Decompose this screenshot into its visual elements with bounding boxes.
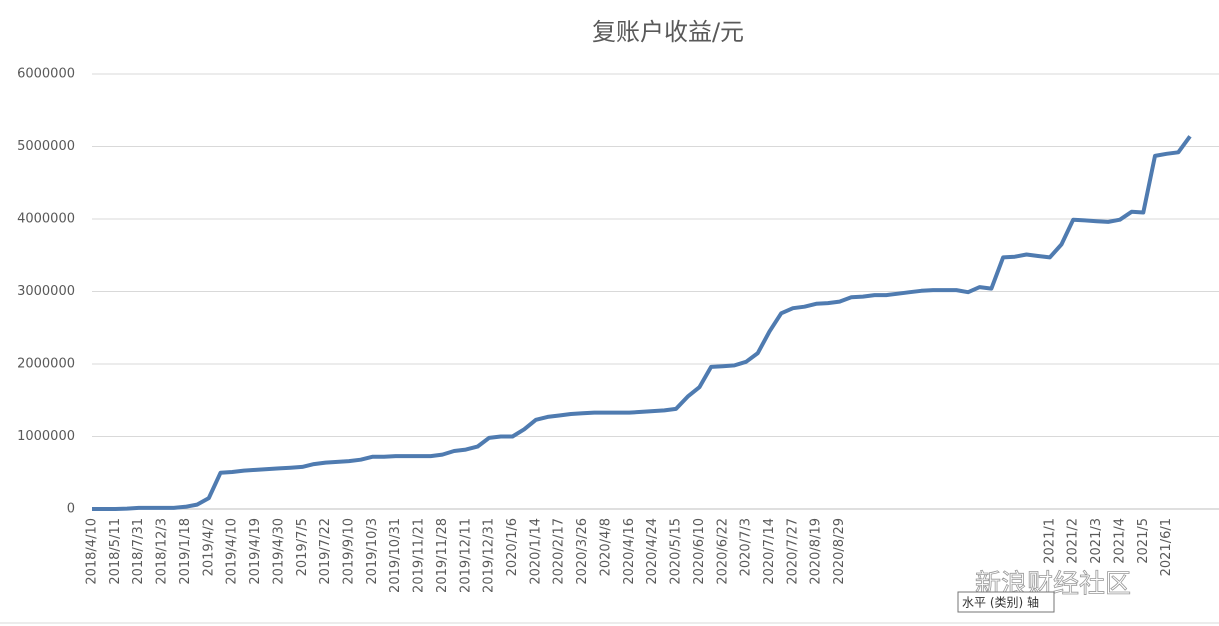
x-tick-label: 2019/4/2 (201, 518, 216, 576)
x-tick-label: 2019/11/21 (412, 518, 427, 593)
x-tick-label: 2021/4 (1112, 518, 1127, 564)
x-tick-label: 2020/8/29 (832, 518, 847, 585)
x-tick-label: 2019/12/11 (458, 518, 473, 593)
data-line (92, 135, 1192, 511)
x-tick-label: 2020/7/3 (739, 518, 754, 576)
x-tick-label: 2018/7/31 (131, 518, 146, 585)
x-tick-label: 2018/4/10 (85, 518, 100, 585)
x-tick-label: 2020/1/6 (505, 518, 520, 576)
axis-tooltip: 水平 (类别) 轴 (962, 595, 1039, 610)
x-tick-label: 2021/5 (1136, 518, 1151, 564)
x-tick-label: 2020/5/15 (669, 518, 684, 585)
x-tick-label: 2020/6/22 (715, 518, 730, 585)
x-tick-label: 2020/3/26 (575, 518, 590, 585)
x-tick-label: 2019/4/10 (225, 518, 240, 585)
y-tick-label: 6000000 (17, 67, 75, 82)
y-tick-label: 5000000 (17, 139, 75, 154)
x-tick-label: 2019/10/31 (388, 518, 403, 593)
x-tick-label: 2018/12/3 (155, 518, 170, 585)
x-tick-label: 2019/4/19 (248, 518, 263, 585)
y-tick-label: 2000000 (17, 357, 75, 372)
x-tick-label: 2020/7/14 (762, 518, 777, 585)
x-tick-label: 2019/4/30 (271, 518, 286, 585)
y-tick-label: 4000000 (17, 212, 75, 227)
y-tick-label: 0 (67, 502, 75, 517)
x-tick-label: 2019/10/3 (365, 518, 380, 585)
x-tick-label: 2020/8/19 (809, 518, 824, 585)
x-tick-label: 2020/1/14 (528, 518, 543, 585)
x-tick-label: 2020/4/16 (622, 518, 637, 585)
x-tick-label: 2021/6/1 (1159, 518, 1174, 576)
x-tick-label: 2019/9/10 (341, 518, 356, 585)
y-tick-label: 3000000 (17, 284, 75, 299)
chart-title: 复账户收益/元 (592, 18, 744, 46)
y-tick-label: 1000000 (17, 429, 75, 444)
x-tick-label: 2020/2/17 (552, 518, 567, 585)
x-tick-label: 2020/7/27 (785, 518, 800, 585)
x-tick-label: 2020/4/8 (598, 518, 613, 576)
x-tick-label: 2021/1 (1042, 518, 1057, 564)
x-tick-label: 2019/7/22 (318, 518, 333, 585)
x-tick-label: 2019/11/28 (435, 518, 450, 593)
x-tick-label: 2019/12/31 (482, 518, 497, 593)
x-tick-label: 2020/4/24 (645, 518, 660, 585)
x-tick-label: 2021/2 (1066, 518, 1081, 564)
x-tick-label: 2019/7/5 (295, 518, 310, 576)
x-tick-label: 2018/5/11 (108, 518, 123, 585)
tooltip-box (957, 591, 1055, 613)
x-tick-label: 2019/1/18 (178, 518, 193, 585)
x-tick-label: 2020/6/10 (692, 518, 707, 585)
x-tick-label: 2021/3 (1089, 518, 1104, 564)
